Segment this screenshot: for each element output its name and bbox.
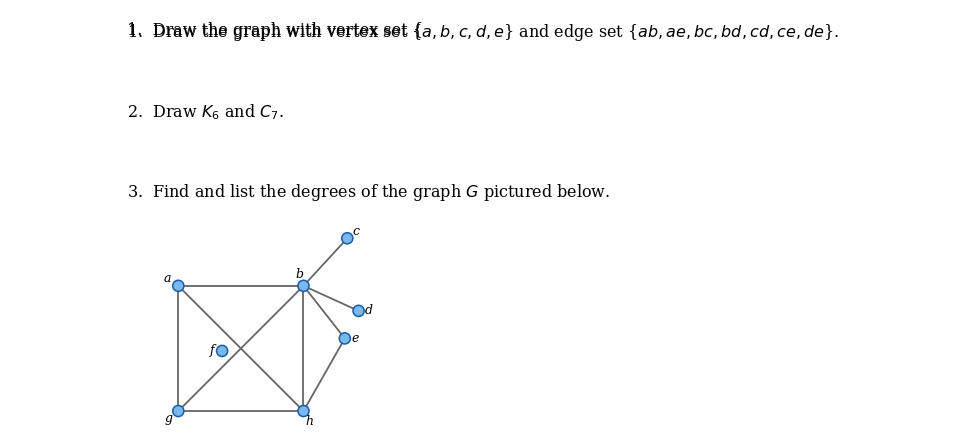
Text: g: g (164, 412, 172, 425)
Circle shape (339, 333, 351, 344)
Circle shape (299, 407, 308, 415)
Text: 2.  Draw $K_6$ and $C_7$.: 2. Draw $K_6$ and $C_7$. (127, 102, 284, 121)
Circle shape (298, 280, 309, 291)
Circle shape (298, 405, 309, 417)
Circle shape (342, 233, 353, 244)
Text: h: h (306, 415, 314, 427)
Circle shape (353, 305, 364, 316)
Circle shape (174, 407, 183, 415)
Circle shape (341, 334, 349, 342)
Circle shape (173, 405, 184, 417)
Circle shape (217, 345, 228, 357)
Text: a: a (163, 272, 171, 285)
Text: 3.  Find and list the degrees of the graph $G$ pictured below.: 3. Find and list the degrees of the grap… (127, 182, 611, 202)
Text: 1.  Draw the graph with vertex set {: 1. Draw the graph with vertex set { (127, 22, 423, 39)
Circle shape (218, 347, 226, 355)
Text: e: e (351, 332, 359, 345)
Text: f: f (210, 345, 214, 358)
Circle shape (173, 280, 184, 291)
Circle shape (299, 282, 308, 290)
Circle shape (343, 234, 352, 242)
Text: c: c (353, 225, 360, 238)
Text: b: b (296, 268, 304, 281)
Text: d: d (364, 304, 372, 317)
Circle shape (355, 307, 362, 315)
Text: 1.  Draw the graph with vertex set {$a, b, c, d, e$} and edge set {$ab, ae, bc, : 1. Draw the graph with vertex set {$a, b… (127, 22, 839, 43)
Circle shape (174, 282, 183, 290)
